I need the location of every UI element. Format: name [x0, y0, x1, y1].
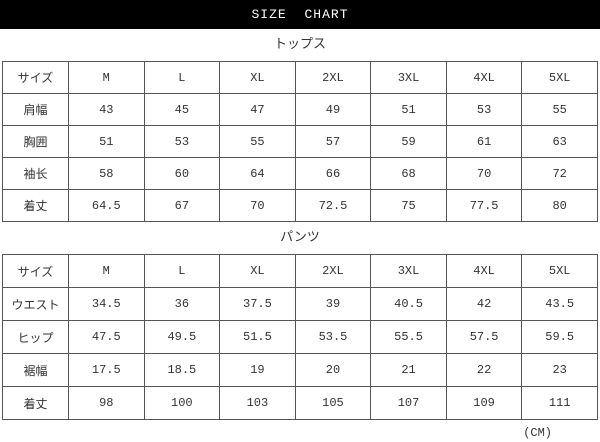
- value-cell: 70: [445, 157, 523, 190]
- value-cell: 59: [370, 125, 447, 158]
- value-cell: 51.5: [219, 320, 296, 354]
- value-cell: 70: [219, 189, 296, 222]
- value-cell: 42: [445, 287, 523, 321]
- value-cell: 23: [521, 353, 598, 387]
- value-cell: 72.5: [294, 189, 372, 222]
- value-cell: 111: [521, 386, 598, 420]
- table-row: 胸囲 51 53 55 57 59 61 63: [2, 125, 598, 158]
- header-cell: L: [143, 61, 221, 94]
- value-cell: 49.5: [143, 320, 221, 354]
- size-chart-title: SIZE CHART: [251, 7, 349, 22]
- header-cell: 4XL: [445, 254, 523, 288]
- value-cell: 53.5: [294, 320, 372, 354]
- header-cell: M: [68, 254, 145, 288]
- value-cell: 109: [445, 386, 523, 420]
- value-cell: 51: [68, 125, 145, 158]
- title-bar: SIZE CHART: [0, 0, 600, 29]
- value-cell: 37.5: [219, 287, 296, 321]
- value-cell: 98: [68, 386, 145, 420]
- value-cell: 19: [219, 353, 296, 387]
- value-cell: 64.5: [68, 189, 145, 222]
- value-cell: 45: [143, 93, 221, 126]
- header-cell: 5XL: [521, 61, 598, 94]
- header-cell: サイズ: [2, 61, 69, 94]
- value-cell: 40.5: [370, 287, 447, 321]
- pants-table: サイズ M L XL 2XL 3XL 4XL 5XL ウエスト 34.5 36 37.5 39 40.5 4…: [2, 254, 598, 420]
- row-label: 胸囲: [2, 125, 69, 158]
- value-cell: 72: [521, 157, 598, 190]
- header-cell: 2XL: [294, 254, 372, 288]
- value-cell: 55: [521, 93, 598, 126]
- value-cell: 55: [219, 125, 296, 158]
- value-cell: 58: [68, 157, 145, 190]
- value-cell: 67: [143, 189, 221, 222]
- table-row: 肩幅 43 45 47 49 51 53 55: [2, 93, 598, 126]
- header-cell: 5XL: [521, 254, 598, 288]
- row-label: 裾幅: [2, 353, 69, 387]
- row-label: ヒップ: [2, 320, 69, 354]
- table-row: 裾幅 17.5 18.5 19 20 21 22 23: [2, 353, 598, 387]
- header-cell: 3XL: [370, 254, 447, 288]
- header-cell: サイズ: [2, 254, 69, 288]
- value-cell: 107: [370, 386, 447, 420]
- table-row: 着丈 64.5 67 70 72.5 75 77.5 80: [2, 189, 598, 222]
- value-cell: 68: [370, 157, 447, 190]
- row-label: 着丈: [2, 189, 69, 222]
- value-cell: 55.5: [370, 320, 447, 354]
- value-cell: 39: [294, 287, 372, 321]
- value-cell: 43: [68, 93, 145, 126]
- section-heading-tops: トップス: [273, 37, 326, 52]
- value-cell: 36: [143, 287, 221, 321]
- value-cell: 21: [370, 353, 447, 387]
- value-cell: 64: [219, 157, 296, 190]
- value-cell: 20: [294, 353, 372, 387]
- value-cell: 47: [219, 93, 296, 126]
- value-cell: 34.5: [68, 287, 145, 321]
- row-label: ウエスト: [2, 287, 69, 321]
- header-cell: 4XL: [445, 61, 523, 94]
- value-cell: 100: [143, 386, 221, 420]
- value-cell: 77.5: [445, 189, 523, 222]
- value-cell: 43.5: [521, 287, 598, 321]
- header-cell: XL: [219, 254, 296, 288]
- section-heading-pants: パンツ: [280, 230, 320, 245]
- header-cell: 2XL: [294, 61, 372, 94]
- table-row: 着丈 98 100 103 105 107 109 111: [2, 386, 598, 420]
- header-cell: XL: [219, 61, 296, 94]
- value-cell: 80: [521, 189, 598, 222]
- value-cell: 61: [445, 125, 523, 158]
- header-cell: M: [68, 61, 145, 94]
- value-cell: 59.5: [521, 320, 598, 354]
- header-row: サイズ M L XL 2XL 3XL 4XL 5XL: [2, 61, 598, 94]
- value-cell: 53: [143, 125, 221, 158]
- value-cell: 47.5: [68, 320, 145, 354]
- table-row: 袖长 58 60 64 66 68 70 72: [2, 157, 598, 190]
- row-label: 肩幅: [2, 93, 69, 126]
- value-cell: 105: [294, 386, 372, 420]
- row-label: 袖长: [2, 157, 69, 190]
- value-cell: 53: [445, 93, 523, 126]
- unit-note: (CM): [523, 426, 552, 440]
- table-row: ヒップ 47.5 49.5 51.5 53.5 55.5 57.5 59.5: [2, 320, 598, 354]
- header-cell: 3XL: [370, 61, 447, 94]
- header-cell: L: [143, 254, 221, 288]
- row-label: 着丈: [2, 386, 69, 420]
- value-cell: 66: [294, 157, 372, 190]
- value-cell: 18.5: [143, 353, 221, 387]
- value-cell: 75: [370, 189, 447, 222]
- tops-table: サイズ M L XL 2XL 3XL 4XL 5XL 肩幅 43 45 47 49 51 53 55 胸囲 51 5…: [2, 61, 598, 222]
- header-row: サイズ M L XL 2XL 3XL 4XL 5XL: [2, 254, 598, 288]
- table-row: ウエスト 34.5 36 37.5 39 40.5 42 43.5: [2, 287, 598, 321]
- value-cell: 49: [294, 93, 372, 126]
- value-cell: 103: [219, 386, 296, 420]
- value-cell: 22: [445, 353, 523, 387]
- value-cell: 51: [370, 93, 447, 126]
- value-cell: 57.5: [445, 320, 523, 354]
- value-cell: 57: [294, 125, 372, 158]
- value-cell: 63: [521, 125, 598, 158]
- value-cell: 60: [143, 157, 221, 190]
- value-cell: 17.5: [68, 353, 145, 387]
